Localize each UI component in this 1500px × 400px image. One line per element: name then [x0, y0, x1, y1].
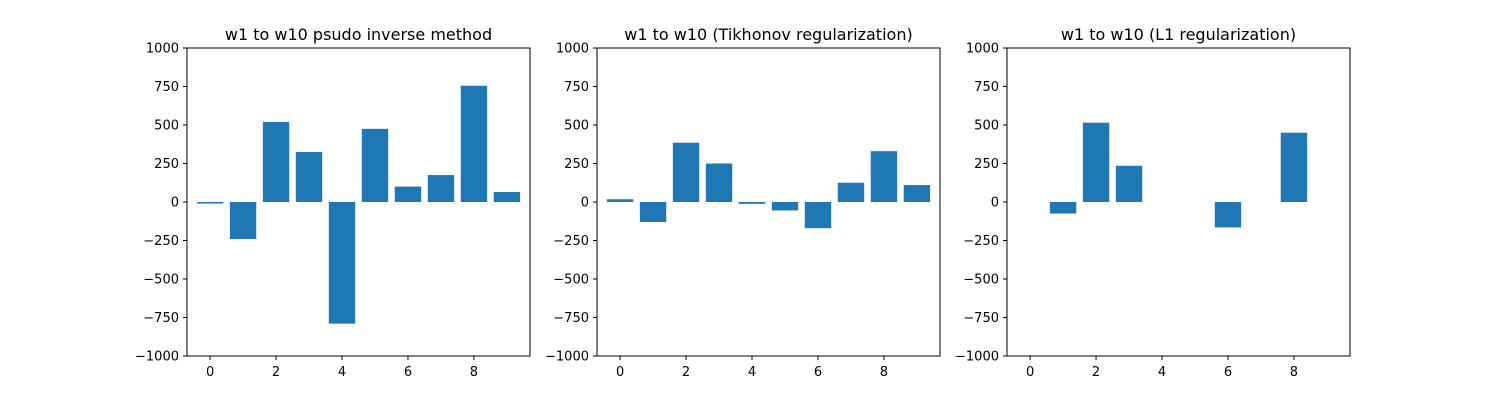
x-tick-label: 0	[1026, 365, 1034, 380]
bar-w2	[229, 202, 257, 239]
y-axis: −1000 −750 −500 −250 0 250 500 750 1000	[545, 42, 597, 365]
bar-w3	[1082, 122, 1110, 202]
y-tick-label: 500	[154, 119, 179, 134]
bar-w1	[196, 202, 224, 204]
y-tick-label: −500	[553, 273, 589, 288]
y-tick-label: 500	[564, 119, 589, 134]
y-tick-label: 0	[581, 196, 589, 211]
chart-title: w1 to w10 (L1 regularization)	[1061, 25, 1296, 44]
subplot-tikhonov: w1 to w10 (Tikhonov regularization) −100…	[545, 25, 941, 380]
plot-frame	[596, 47, 941, 357]
bar-w3	[672, 142, 700, 202]
bar-w9	[1280, 132, 1308, 202]
y-tick-label: −500	[143, 273, 179, 288]
y-axis: −1000 −750 −500 −250 0 250 500 750 1000	[135, 42, 187, 365]
y-tick-label: 750	[564, 80, 589, 95]
y-tick-label: 1000	[146, 42, 179, 57]
x-tick-label: 0	[206, 365, 214, 380]
bar-w2	[1049, 202, 1077, 214]
y-tick-label: 0	[991, 196, 999, 211]
x-tick-label: 6	[404, 365, 412, 380]
y-tick-label: −250	[963, 234, 999, 249]
x-axis: 0 2 4 6 8	[1026, 356, 1298, 380]
plot-frame	[186, 47, 531, 357]
y-tick-label: 1000	[966, 42, 999, 57]
y-tick-label: 0	[171, 196, 179, 211]
bar-w5	[328, 202, 356, 324]
x-tick-label: 2	[1092, 365, 1100, 380]
bar-w5	[738, 202, 766, 204]
plot-frame	[1006, 47, 1351, 357]
x-tick-label: 2	[272, 365, 280, 380]
bar-w6	[771, 202, 799, 211]
y-tick-label: −1000	[955, 350, 999, 365]
y-tick-label: 500	[974, 119, 999, 134]
y-axis: −1000 −750 −500 −250 0 250 500 750 1000	[955, 42, 1007, 365]
x-tick-label: 2	[682, 365, 690, 380]
x-tick-label: 0	[616, 365, 624, 380]
bar-w3	[262, 121, 290, 202]
bar-w9	[870, 151, 898, 202]
bar-w9	[460, 85, 488, 202]
bar-w6	[361, 128, 389, 202]
subplot-l1: w1 to w10 (L1 regularization) −1000−750−…	[955, 25, 1351, 380]
x-axis: 0 2 4 6 8	[206, 356, 478, 380]
x-tick-label: 4	[1158, 365, 1166, 380]
bar-w4	[1115, 165, 1143, 202]
bar-w8	[837, 182, 865, 202]
y-tick-label: −750	[143, 311, 179, 326]
y-tick-label: 750	[974, 80, 999, 95]
x-tick-label: 8	[470, 365, 478, 380]
y-tick-label: −500	[963, 273, 999, 288]
y-tick-label: 1000	[556, 42, 589, 57]
x-tick-label: 6	[814, 365, 822, 380]
y-tick-label: −1000	[545, 350, 589, 365]
subplot-pseudo-inverse: w1 to w10 psudo inverse method −1000 −750…	[135, 25, 531, 380]
x-tick-label: 4	[338, 365, 346, 380]
bar-w7	[394, 186, 422, 202]
x-tick-label: 8	[880, 365, 888, 380]
y-tick-label: 250	[154, 157, 179, 172]
chart-title: w1 to w10 psudo inverse method	[225, 25, 492, 44]
bars	[1049, 122, 1308, 228]
bar-w4	[295, 151, 323, 202]
bar-w7	[1214, 202, 1242, 228]
y-tick-label: −1000	[135, 350, 179, 365]
y-tick-label: 750	[154, 80, 179, 95]
bar-w4	[705, 163, 733, 202]
bar-w7	[804, 202, 832, 229]
bar-w8	[427, 175, 455, 202]
bar-w10	[493, 191, 521, 202]
bar-w1	[606, 199, 634, 202]
bars	[196, 85, 521, 324]
bar-w10	[903, 185, 931, 202]
y-tick-label: −250	[553, 234, 589, 249]
bar-w2	[639, 202, 667, 223]
chart-title: w1 to w10 (Tikhonov regularization)	[624, 25, 912, 44]
y-tick-label: 250	[974, 157, 999, 172]
x-axis: 0 2 4 6 8	[616, 356, 888, 380]
x-tick-label: 6	[1224, 365, 1232, 380]
bars	[606, 142, 931, 229]
y-tick-label: −750	[963, 311, 999, 326]
y-tick-label: −750	[553, 311, 589, 326]
y-tick-label: −250	[143, 234, 179, 249]
y-tick-label: 250	[564, 157, 589, 172]
x-tick-label: 8	[1290, 365, 1298, 380]
x-tick-label: 4	[748, 365, 756, 380]
